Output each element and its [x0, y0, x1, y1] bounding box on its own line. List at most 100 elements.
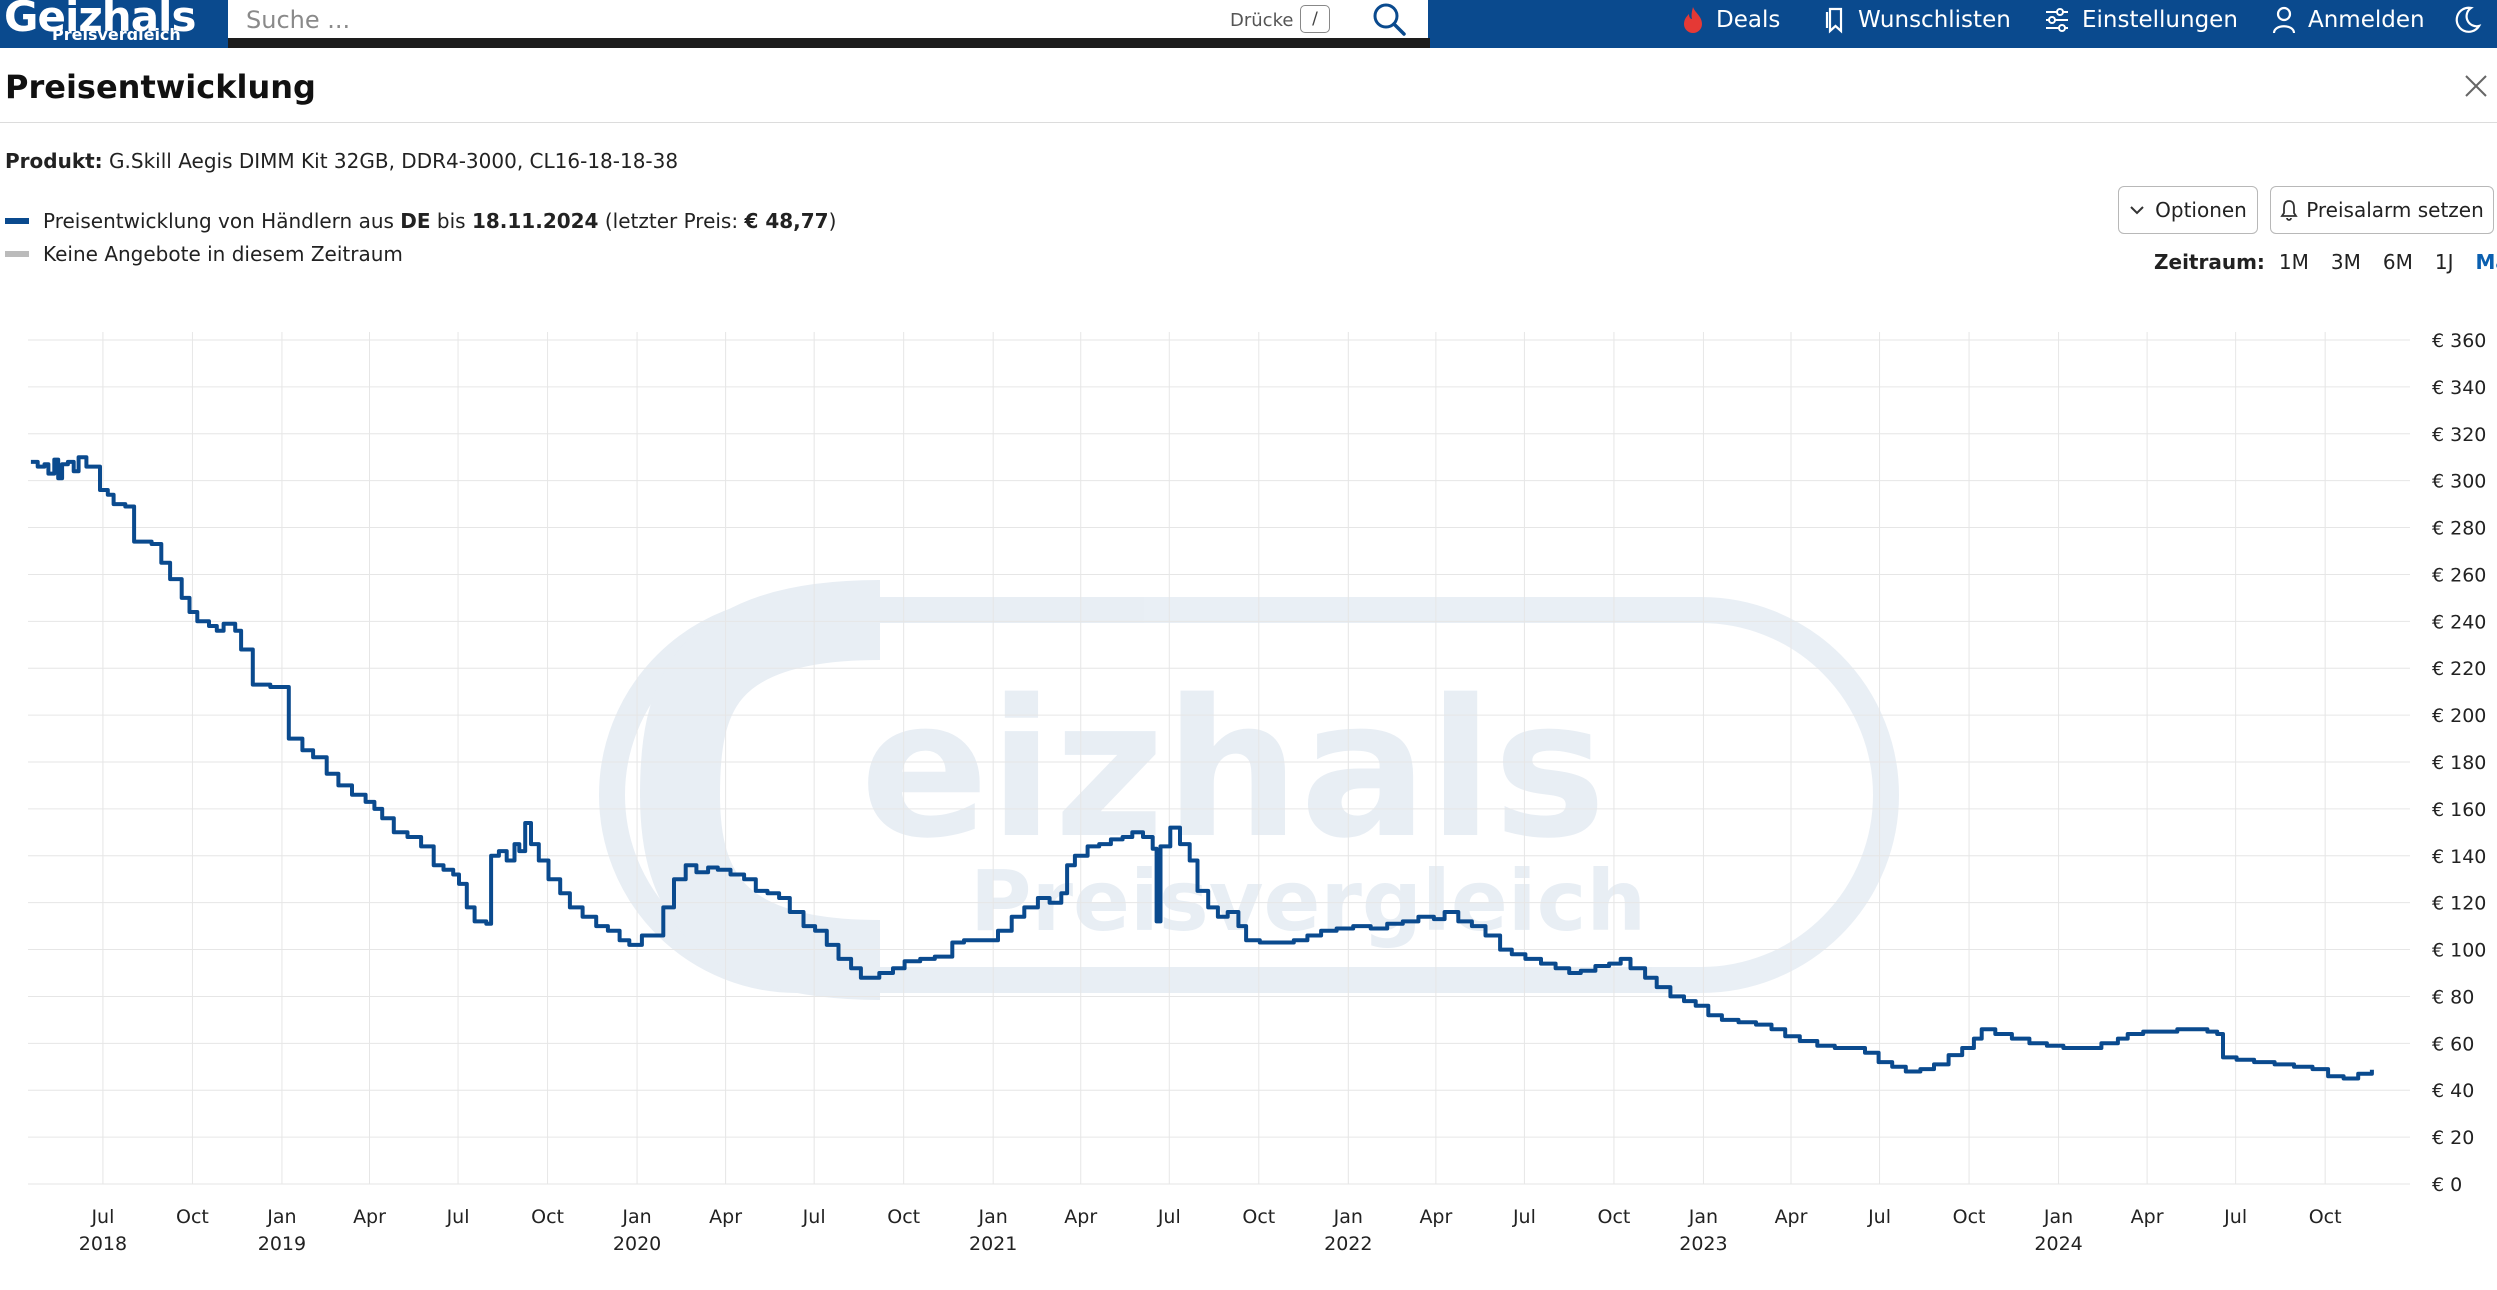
dialog-divider: [0, 122, 2497, 123]
x-tick-label: Oct: [1242, 1206, 1275, 1228]
legend-prefix: Preisentwicklung von Händlern aus: [43, 209, 394, 233]
search-input[interactable]: [244, 2, 1148, 38]
price-alert-button[interactable]: Preisalarm setzen: [2270, 186, 2494, 234]
logo-subtext: Preisvergleich: [52, 25, 181, 40]
x-tick-label: Jul: [1157, 1206, 1181, 1228]
x-tick-label: Apr: [353, 1206, 386, 1228]
product-label: Produkt:: [5, 149, 103, 173]
y-tick-label: € 80: [2432, 986, 2474, 1008]
range-6m[interactable]: 6M: [2382, 250, 2413, 274]
y-tick-label: € 360: [2432, 330, 2486, 352]
price-series: [30, 455, 2374, 1081]
y-tick-label: € 320: [2432, 424, 2486, 446]
nav-wishlists[interactable]: Wunschlisten: [1824, 0, 2011, 40]
legend-no-offers: Keine Angebote in diesem Zeitraum: [5, 242, 403, 266]
x-year-label: 2019: [258, 1233, 306, 1255]
legend-last-price: € 48,77: [744, 209, 829, 233]
x-tick-label: Jan: [1333, 1206, 1363, 1228]
search-box: Drücke /: [228, 0, 1428, 38]
search-shortcut-key: /: [1300, 5, 1330, 33]
search-underline: [228, 38, 1430, 48]
theme-toggle[interactable]: [2452, 0, 2494, 40]
range-1m[interactable]: 1M: [2278, 250, 2309, 274]
x-tick-label: Jul: [90, 1206, 114, 1228]
nav-login-label: Anmelden: [2308, 7, 2425, 33]
price-alert-label: Preisalarm setzen: [2306, 198, 2484, 222]
x-year-label: 2022: [1324, 1233, 1372, 1255]
nav-deals-label: Deals: [1716, 7, 1781, 33]
x-tick-label: Jul: [2223, 1206, 2247, 1228]
nav-settings-label: Einstellungen: [2082, 7, 2238, 33]
x-tick-label: Oct: [1953, 1206, 1986, 1228]
legend-price-line: Preisentwicklung von Händlern aus DE bis…: [5, 209, 836, 233]
x-tick-label: Jan: [621, 1206, 651, 1228]
nav-deals[interactable]: Deals: [1682, 0, 1780, 40]
nav-login[interactable]: Anmelden: [2272, 0, 2425, 40]
search-button[interactable]: [1362, 0, 1418, 38]
dialog-title: Preisentwicklung: [5, 68, 316, 106]
y-tick-label: € 0: [2432, 1174, 2462, 1196]
y-tick-label: € 240: [2432, 611, 2486, 633]
nav-settings[interactable]: Einstellungen: [2044, 0, 2238, 40]
y-tick-label: € 200: [2432, 705, 2486, 727]
legend-date: 18.11.2024: [471, 209, 599, 233]
legend-last-price-close: ): [828, 209, 837, 233]
y-tick-label: € 220: [2432, 658, 2486, 680]
close-icon: [2465, 75, 2487, 97]
x-tick-label: Oct: [2309, 1206, 2342, 1228]
range-3m[interactable]: 3M: [2330, 250, 2361, 274]
x-axis: Jul Oct Jan Apr Jul Oct Jan Apr Jul Oct Jan Apr Jul O…: [79, 1206, 2342, 1255]
y-tick-label: € 260: [2432, 564, 2486, 586]
x-tick-label: Jul: [1867, 1206, 1891, 1228]
y-tick-label: € 180: [2432, 752, 2486, 774]
x-year-label: 2023: [1679, 1233, 1727, 1255]
x-tick-label: Apr: [1419, 1206, 1452, 1228]
options-button[interactable]: Optionen: [2118, 186, 2258, 234]
nav-wishlists-label: Wunschlisten: [1858, 7, 2011, 33]
y-tick-label: € 120: [2432, 893, 2486, 915]
chart-grid: [28, 332, 2410, 1185]
x-tick-label: Jan: [1688, 1206, 1718, 1228]
x-tick-label: Jul: [1512, 1206, 1536, 1228]
x-tick-label: Oct: [1597, 1206, 1630, 1228]
options-label: Optionen: [2155, 198, 2247, 222]
moon-icon: [2455, 6, 2482, 33]
close-button[interactable]: [2462, 72, 2490, 100]
x-tick-label: Oct: [887, 1206, 920, 1228]
sliders-icon: [2046, 8, 2068, 32]
range-max[interactable]: Max: [2475, 250, 2497, 274]
x-tick-label: Jan: [2043, 1206, 2073, 1228]
x-tick-label: Jan: [978, 1206, 1008, 1228]
x-tick-label: Oct: [176, 1206, 209, 1228]
logo[interactable]: Geizhals Preisvergleich: [0, 0, 200, 40]
search-icon: [1373, 3, 1406, 36]
y-tick-label: € 340: [2432, 377, 2486, 399]
search-shortcut-hint: Drücke: [1230, 10, 1294, 31]
x-tick-label: Jan: [266, 1206, 296, 1228]
y-tick-label: € 100: [2432, 940, 2486, 962]
y-tick-label: € 60: [2432, 1033, 2474, 1055]
x-tick-label: Apr: [1064, 1206, 1097, 1228]
bell-icon: [2280, 200, 2298, 221]
x-year-label: 2018: [79, 1233, 127, 1255]
x-year-label: 2020: [613, 1233, 661, 1255]
time-range-selector: Zeitraum: 1M 3M 6M 1J Max: [2154, 250, 2497, 274]
price-series-line: [30, 455, 2374, 1081]
y-tick-label: € 280: [2432, 518, 2486, 540]
product-name: G.Skill Aegis DIMM Kit 32GB, DDR4-3000, …: [109, 149, 679, 173]
y-tick-label: € 20: [2432, 1127, 2474, 1149]
x-tick-label: Apr: [709, 1206, 742, 1228]
y-tick-label: € 160: [2432, 799, 2486, 821]
bookmark-icon: [1825, 7, 1843, 34]
legend-no-offers-label: Keine Angebote in diesem Zeitraum: [43, 242, 403, 266]
y-axis: € 0 € 20 € 40 € 60 € 80 € 100 € 120 € 140 € 160 €…: [2432, 330, 2486, 1196]
chevron-down-icon: [2130, 206, 2144, 215]
x-tick-label: Apr: [1775, 1206, 1808, 1228]
user-icon: [2272, 6, 2296, 34]
y-tick-label: € 300: [2432, 471, 2486, 493]
top-bar: Geizhals Preisvergleich Drücke / Deals W…: [0, 0, 2497, 48]
price-chart: eizhals Preisvergleich € 0€ 20€ 40€ 60€ …: [28, 330, 2486, 1255]
x-tick-label: Jul: [446, 1206, 470, 1228]
range-1j[interactable]: 1J: [2434, 250, 2454, 274]
legend-last-price-open: (letzter Preis:: [604, 209, 739, 233]
